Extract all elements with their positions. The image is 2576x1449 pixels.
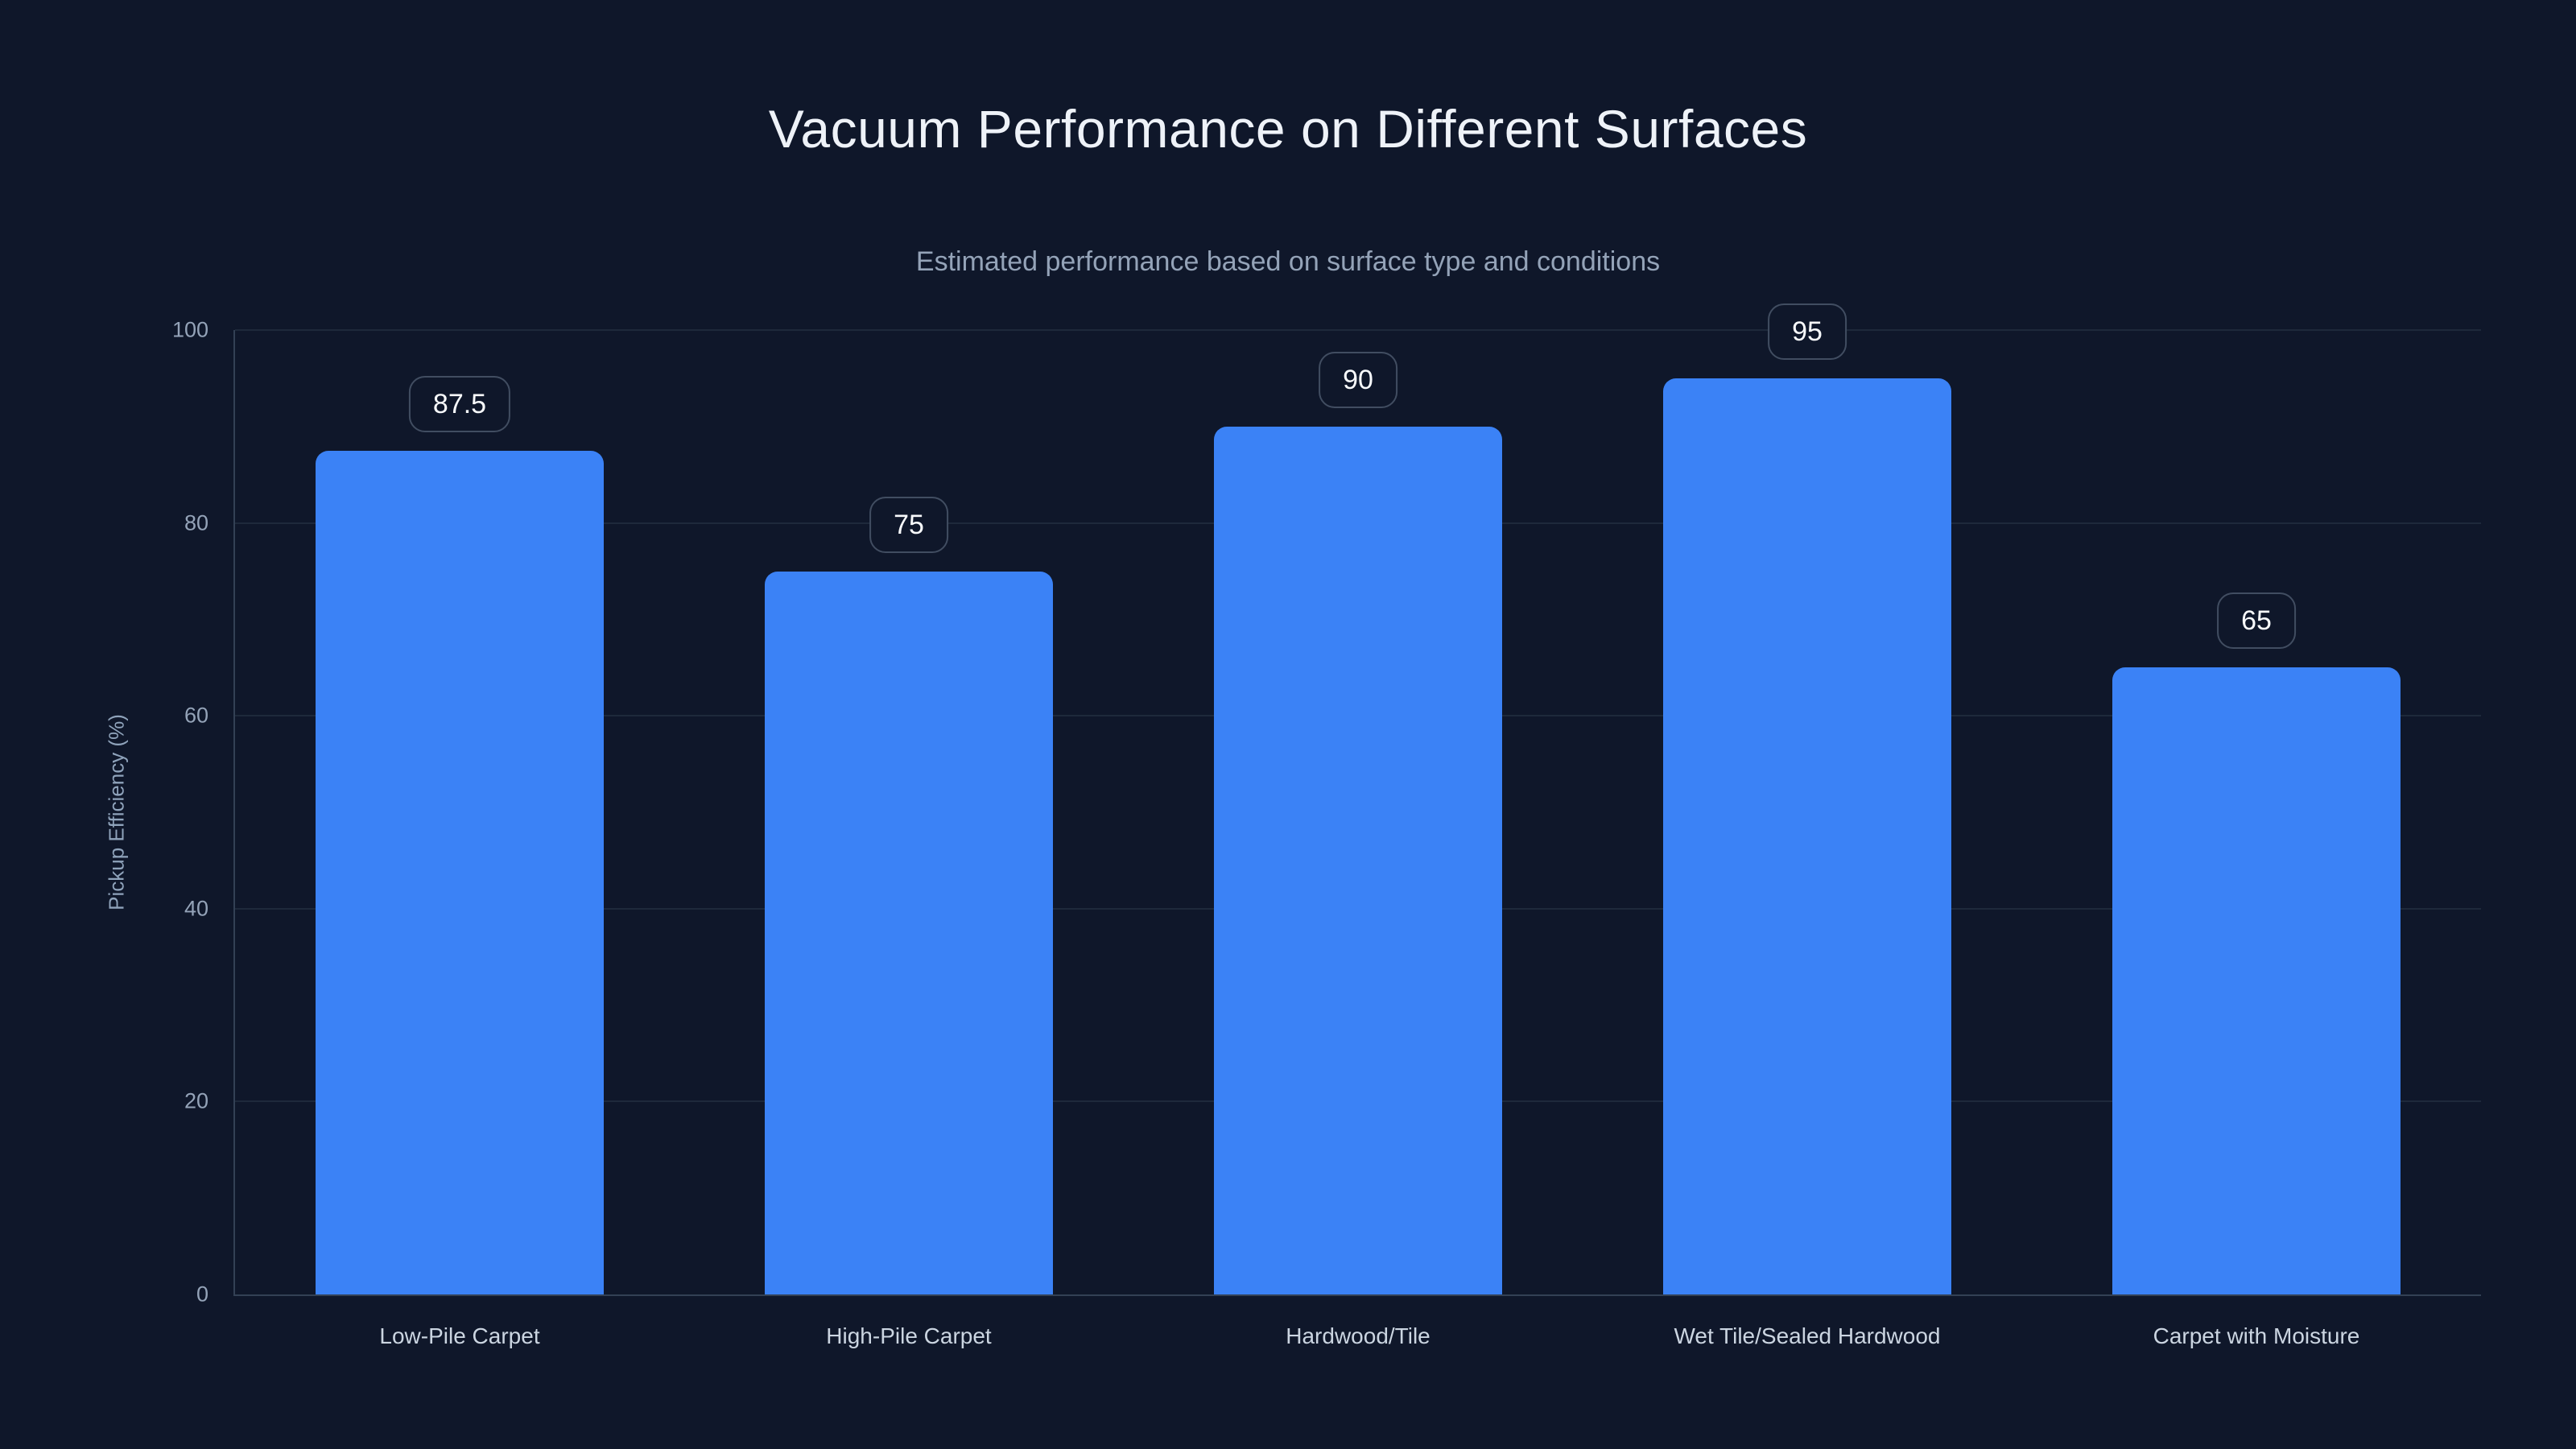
value-badge-high-pile-carpet: 75	[869, 496, 948, 553]
value-badge-hardwood-tile: 90	[1319, 351, 1397, 408]
value-badge-carpet-with-moisture: 65	[2217, 592, 2296, 650]
x-tick-label-high-pile-carpet: High-Pile Carpet	[826, 1323, 992, 1348]
chart-subtitle: Estimated performance based on surface t…	[915, 246, 1661, 277]
chart-title: Vacuum Performance on Different Surfaces	[768, 99, 1808, 159]
bar-wet-tile-sealed-hardwood	[1663, 378, 1951, 1294]
y-tick-label-20: 20	[184, 1088, 208, 1113]
y-axis-title: Pickup Efficiency (%)	[104, 714, 129, 910]
x-tick-label-carpet-with-moisture: Carpet with Moisture	[2153, 1323, 2360, 1348]
y-tick-label-80: 80	[184, 510, 208, 535]
value-badge-wet-tile-sealed-hardwood: 95	[1768, 303, 1847, 360]
x-tick-label-wet-tile-sealed-hardwood: Wet Tile/Sealed Hardwood	[1674, 1323, 1941, 1348]
plot-area: 0 20 40 60 80 100 87.5 Low-Pile Carpet 75 High-Pi…	[172, 303, 2481, 1348]
bar-low-pile-carpet	[316, 450, 604, 1294]
x-tick-label-low-pile-carpet: Low-Pile Carpet	[379, 1323, 540, 1348]
x-tick-label-hardwood-tile: Hardwood/Tile	[1286, 1323, 1430, 1348]
bar-high-pile-carpet	[765, 571, 1053, 1294]
bar-hardwood-tile	[1214, 426, 1502, 1294]
bar-carpet-with-moisture	[2112, 667, 2401, 1294]
y-tick-label-40: 40	[184, 896, 208, 921]
value-badge-low-pile-carpet: 87.5	[408, 375, 511, 432]
y-tick-label-60: 60	[184, 703, 208, 728]
y-tick-label-100: 100	[171, 317, 208, 342]
y-tick-label-0: 0	[196, 1282, 208, 1307]
gridline-y100	[235, 329, 2481, 331]
